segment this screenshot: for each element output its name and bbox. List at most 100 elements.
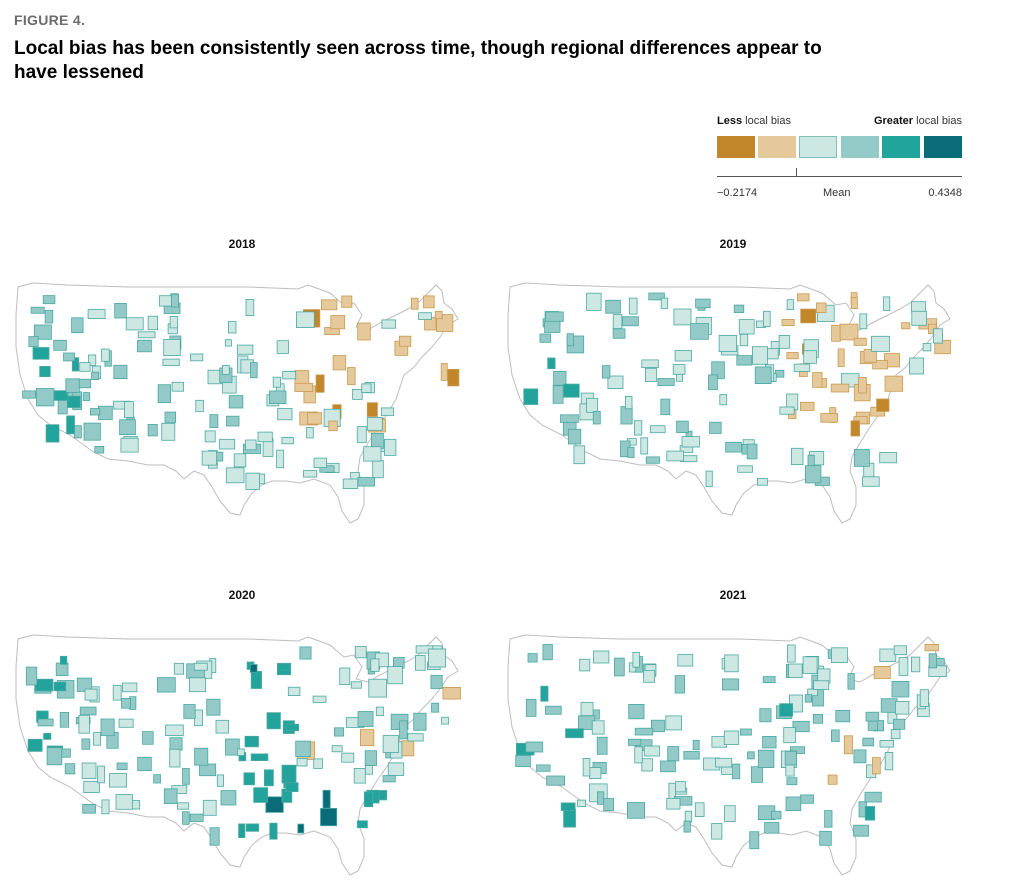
metro-area-region bbox=[253, 787, 268, 803]
metro-area-region bbox=[113, 364, 128, 380]
metro-area-region bbox=[182, 811, 190, 825]
metro-area-region bbox=[547, 357, 556, 370]
metro-area-region bbox=[747, 751, 755, 760]
metro-area-region bbox=[799, 794, 814, 804]
metro-area-region bbox=[579, 658, 591, 672]
metro-area-region bbox=[865, 711, 880, 722]
map-2020 bbox=[15, 634, 461, 876]
metro-area-region bbox=[620, 406, 633, 425]
metro-area-region bbox=[721, 678, 740, 691]
metro-area-region bbox=[580, 702, 594, 717]
metro-area-region bbox=[354, 646, 367, 659]
metro-area-region bbox=[563, 808, 576, 828]
metro-area-region bbox=[357, 477, 376, 487]
metro-area-region bbox=[299, 646, 312, 660]
metro-area-region bbox=[725, 441, 742, 453]
metro-area-region bbox=[315, 374, 325, 393]
metro-area-region bbox=[792, 720, 810, 733]
metro-area-region bbox=[673, 308, 692, 326]
metro-area-region bbox=[648, 292, 665, 301]
metro-area-region bbox=[427, 648, 446, 668]
metro-area-region bbox=[790, 447, 804, 466]
metro-area-region bbox=[762, 310, 771, 327]
metro-area-region bbox=[101, 348, 110, 362]
metro-area-region bbox=[225, 738, 240, 756]
metro-area-region bbox=[694, 802, 705, 818]
metro-area-region bbox=[736, 355, 753, 366]
metro-area-region bbox=[560, 414, 579, 423]
metro-area-region bbox=[667, 746, 680, 762]
metro-area-region bbox=[568, 428, 582, 445]
metro-area-region bbox=[42, 295, 56, 305]
metro-area-region bbox=[786, 644, 796, 663]
metro-area-region bbox=[169, 316, 179, 329]
metro-area-region bbox=[142, 731, 154, 745]
metro-area-region bbox=[109, 773, 128, 788]
metro-area-region bbox=[295, 311, 315, 329]
metro-area-region bbox=[359, 729, 375, 747]
metro-area-region bbox=[824, 810, 833, 828]
metro-area-region bbox=[356, 426, 367, 443]
metro-area-region bbox=[774, 369, 785, 378]
metro-area-region bbox=[296, 757, 308, 767]
metro-area-region bbox=[356, 820, 368, 829]
metro-area-region bbox=[873, 666, 891, 679]
metro-area-region bbox=[228, 321, 237, 334]
metro-area-region bbox=[263, 769, 274, 787]
metro-area-region bbox=[862, 737, 875, 747]
metro-area-region bbox=[440, 363, 448, 381]
metro-area-region bbox=[100, 718, 115, 737]
metro-area-region bbox=[723, 730, 740, 745]
metro-area-region bbox=[320, 299, 338, 311]
metro-area-region bbox=[91, 371, 100, 380]
metro-area-region bbox=[147, 315, 159, 331]
metro-area-region bbox=[169, 737, 183, 751]
metro-area-region bbox=[641, 758, 653, 772]
metro-area-region bbox=[634, 727, 654, 736]
metro-area-region bbox=[591, 720, 605, 735]
metro-area-region bbox=[342, 478, 359, 490]
metro-area-region bbox=[204, 430, 216, 443]
metro-area-region bbox=[118, 718, 134, 728]
legend-swatch-4 bbox=[841, 136, 879, 158]
metro-area-region bbox=[382, 735, 400, 753]
metro-area-region bbox=[250, 362, 258, 379]
metro-area-region bbox=[387, 666, 403, 685]
legend-swatch-2 bbox=[758, 136, 796, 158]
metro-area-region bbox=[312, 695, 327, 703]
metro-area-region bbox=[287, 686, 301, 697]
metro-area-region bbox=[799, 401, 815, 411]
metro-area-region bbox=[81, 738, 91, 750]
metro-area-region bbox=[81, 762, 97, 779]
metro-area-region bbox=[764, 822, 780, 834]
metro-area-region bbox=[93, 732, 101, 746]
metro-area-region bbox=[909, 357, 925, 375]
metro-area-region bbox=[859, 313, 868, 330]
metro-area-region bbox=[116, 762, 128, 770]
metro-area-region bbox=[382, 775, 396, 783]
metro-area-region bbox=[853, 337, 867, 346]
metro-area-region bbox=[911, 301, 926, 313]
metro-area-region bbox=[592, 410, 601, 425]
metro-area-region bbox=[341, 752, 355, 763]
metro-area-region bbox=[622, 316, 639, 327]
metro-area-region bbox=[884, 375, 904, 392]
metro-area-region bbox=[124, 401, 134, 418]
metro-area-region bbox=[565, 728, 584, 739]
metro-area-region bbox=[162, 358, 180, 366]
metro-area-region bbox=[863, 348, 877, 363]
metro-area-region bbox=[176, 802, 190, 810]
metro-area-region bbox=[170, 294, 180, 308]
metro-area-region bbox=[933, 328, 943, 344]
metro-area-region bbox=[59, 712, 70, 728]
metro-area-region bbox=[643, 745, 661, 757]
metro-area-region bbox=[684, 810, 693, 823]
metro-area-region bbox=[215, 719, 229, 734]
metro-area-region bbox=[880, 698, 898, 713]
metro-area-region bbox=[634, 746, 643, 764]
metro-area-region bbox=[711, 361, 725, 380]
metro-area-region bbox=[276, 663, 291, 671]
metro-area-region bbox=[536, 764, 551, 772]
metro-area-region bbox=[853, 416, 868, 425]
metro-area-region bbox=[827, 774, 838, 785]
